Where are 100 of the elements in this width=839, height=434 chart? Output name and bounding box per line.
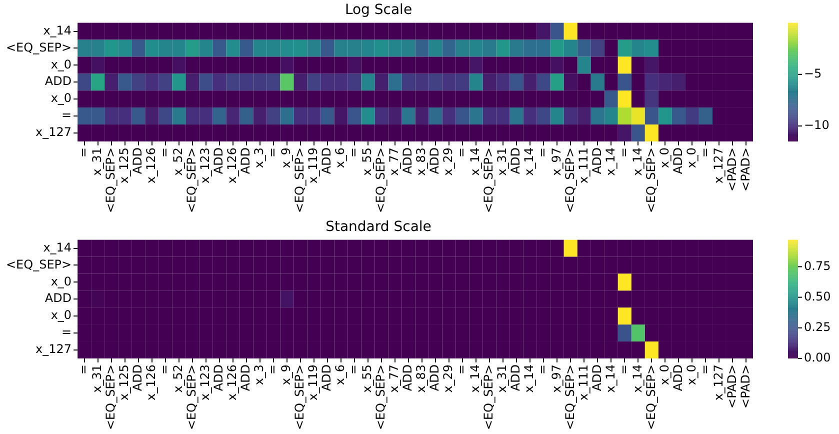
x-tick-label: x_77 xyxy=(387,147,402,176)
x-tick-label: ADD xyxy=(400,364,415,392)
x-tick-label: x_77 xyxy=(387,364,402,393)
color-bar-label: −10 xyxy=(804,118,830,132)
x-tick-label: = xyxy=(76,364,90,374)
x-tick-label: <EQ_SEP> xyxy=(644,147,658,214)
x-tick-label: = xyxy=(158,147,172,158)
y-tick-label: x_127 xyxy=(36,125,72,140)
x-tick-label: ADD xyxy=(238,364,253,392)
x-tick-label: <EQ_SEP> xyxy=(184,147,199,214)
x-tick-label: ADD xyxy=(212,147,226,174)
x-tick-label: x_119 xyxy=(306,364,320,400)
y-tick-label: = xyxy=(62,325,72,340)
x-tick-label: = xyxy=(76,147,90,158)
x-tick-label: x_111 xyxy=(576,364,590,400)
x-tick-label: = xyxy=(346,364,361,374)
x-tick-label: x_29 xyxy=(441,364,456,393)
x-tick-label: <PAD> xyxy=(738,364,752,408)
x-tick-label: x_52 xyxy=(171,147,186,176)
x-tick-label: <EQ_SEP> xyxy=(374,147,388,214)
x-tick-label: x_3 xyxy=(252,147,266,168)
x-tick-label: x_0 xyxy=(657,364,672,386)
x-tick-label: x_14 xyxy=(630,364,644,393)
x-tick-label: <EQ_SEP> xyxy=(562,364,577,430)
x-tick-label: ADD xyxy=(508,364,523,392)
x-tick-label: x_125 xyxy=(116,364,131,400)
x-tick-label: x_97 xyxy=(549,147,564,176)
x-tick-label: x_6 xyxy=(333,364,348,386)
x-tick-label: ADD xyxy=(400,147,415,174)
x-tick-label: x_0 xyxy=(684,364,698,386)
color-bar-label: 0.50 xyxy=(804,289,831,304)
x-tick-label: <PAD> xyxy=(724,147,739,192)
x-tick-label: <EQ_SEP> xyxy=(374,364,388,430)
x-tick-label: ADD xyxy=(508,147,523,174)
x-tick-label: = xyxy=(536,147,550,158)
x-tick-label: x_83 xyxy=(414,147,428,176)
x-tick-label: x_14 xyxy=(603,147,618,176)
y-tick-label: <EQ_SEP> xyxy=(6,40,72,54)
x-tick-label: x_55 xyxy=(360,147,374,176)
x-tick-label: x_126 xyxy=(144,147,158,184)
color-bar-label: 0.75 xyxy=(804,258,831,273)
y-tick-label: x_14 xyxy=(43,23,72,38)
y-tick-label: x_127 xyxy=(36,342,72,356)
x-tick-label: = xyxy=(158,364,172,374)
x-tick-label: ADD xyxy=(428,147,442,174)
x-tick-label: x_14 xyxy=(468,147,482,176)
y-tick-label: x_14 xyxy=(43,240,72,254)
color-bar-label: 0.00 xyxy=(804,350,831,365)
x-tick-label: ADD xyxy=(590,364,604,392)
x-tick-label: <PAD> xyxy=(738,147,752,192)
x-tick-label: x_125 xyxy=(116,147,131,184)
x-tick-label: x_126 xyxy=(225,147,240,184)
x-tick-label: <EQ_SEP> xyxy=(103,364,118,430)
x-tick-label: x_123 xyxy=(198,364,212,400)
x-tick-label: = xyxy=(698,147,712,158)
x-tick-label: x_9 xyxy=(279,364,294,386)
y-tick-label: x_0 xyxy=(50,91,72,106)
x-tick-label: x_55 xyxy=(360,364,374,393)
chart-title: Standard Scale xyxy=(326,219,432,236)
x-tick-label: ADD xyxy=(130,364,144,392)
x-tick-label: x_126 xyxy=(144,364,158,400)
x-tick-label: <EQ_SEP> xyxy=(184,364,199,430)
x-tick-label: x_14 xyxy=(603,364,618,393)
x-tick-label: ADD xyxy=(212,364,226,392)
x-tick-label: <EQ_SEP> xyxy=(482,147,496,214)
x-tick-label: <EQ_SEP> xyxy=(292,147,307,214)
x-tick-label: x_127 xyxy=(711,364,726,400)
x-tick-label: x_6 xyxy=(333,147,348,168)
x-tick-label: x_97 xyxy=(549,364,564,393)
x-tick-label: x_119 xyxy=(306,147,320,184)
x-tick-label: = xyxy=(616,364,631,374)
x-tick-label: x_14 xyxy=(522,147,536,176)
x-tick-label: ADD xyxy=(320,147,334,174)
x-tick-label: x_29 xyxy=(441,147,456,176)
x-tick-label: x_123 xyxy=(198,147,212,184)
x-tick-label: = xyxy=(616,147,631,158)
x-tick-label: x_31 xyxy=(495,147,510,176)
x-tick-label: x_9 xyxy=(279,147,294,168)
x-tick-label: ADD xyxy=(130,147,144,174)
y-tick-label: x_0 xyxy=(50,57,72,72)
x-tick-label: = xyxy=(454,364,469,374)
y-tick-label: ADD xyxy=(44,74,72,88)
x-tick-label: <EQ_SEP> xyxy=(103,147,118,214)
x-tick-label: x_14 xyxy=(630,147,644,176)
x-tick-label: x_14 xyxy=(468,364,482,393)
x-tick-label: x_83 xyxy=(414,364,428,393)
y-tick-label: <EQ_SEP> xyxy=(6,257,72,272)
color-bar-label: 0.25 xyxy=(804,320,831,334)
x-tick-label: = xyxy=(346,147,361,158)
x-tick-label: x_14 xyxy=(522,364,536,393)
x-tick-label: ADD xyxy=(590,147,604,174)
x-tick-label: = xyxy=(266,147,280,158)
x-tick-label: = xyxy=(266,364,280,374)
x-tick-label: x_31 xyxy=(90,364,104,393)
y-tick-label: = xyxy=(62,108,72,122)
y-tick-label: x_0 xyxy=(50,308,72,322)
x-tick-label: <EQ_SEP> xyxy=(562,147,577,214)
x-tick-label: ADD xyxy=(320,364,334,392)
x-tick-label: ADD xyxy=(428,364,442,392)
x-tick-label: x_127 xyxy=(711,147,726,184)
